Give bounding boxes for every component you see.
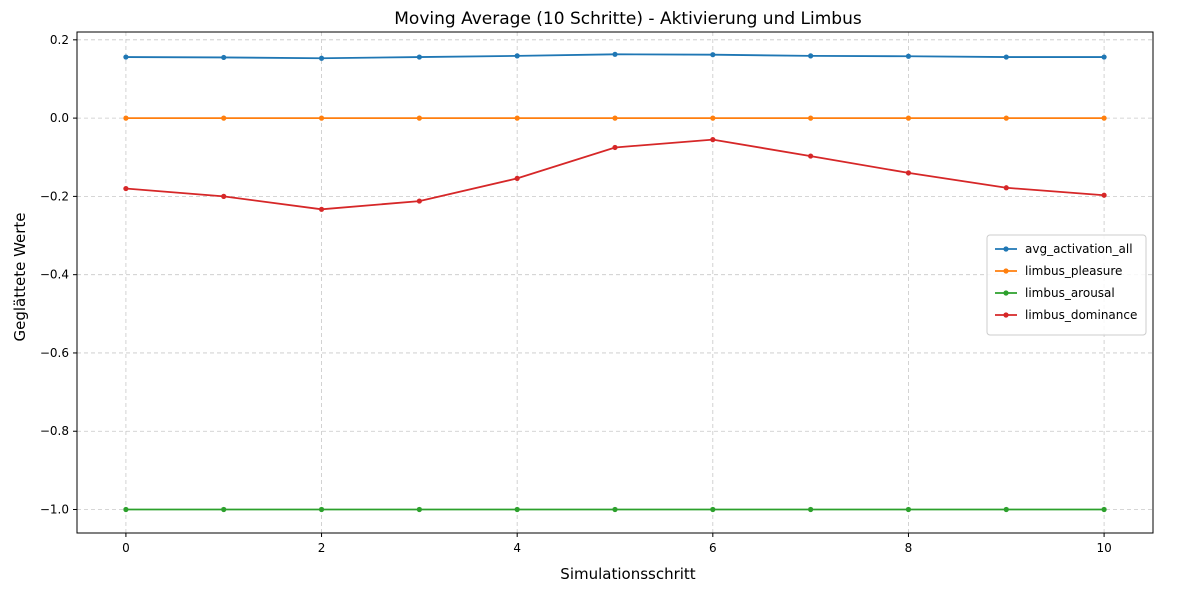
y-tick-label: −0.4 — [40, 268, 69, 282]
data-point-avg_activation_all — [514, 53, 520, 59]
legend-label: limbus_arousal — [1025, 286, 1115, 300]
x-tick-label: 2 — [318, 541, 326, 555]
data-point-limbus_dominance — [710, 137, 716, 143]
data-point-limbus_arousal — [514, 506, 520, 513]
series-line-limbus_dominance — [125, 138, 1105, 211]
legend-marker — [1003, 290, 1009, 296]
data-point-limbus_dominance — [1003, 185, 1009, 191]
legend-label: limbus_dominance — [1025, 308, 1137, 322]
plot-frame — [76, 31, 1154, 534]
x-tick-label: 6 — [709, 541, 717, 555]
chart-title: Moving Average (10 Schritte) - Aktivieru… — [394, 9, 862, 29]
data-point-limbus_pleasure — [1003, 115, 1009, 121]
data-point-limbus_arousal — [905, 506, 912, 513]
data-point-avg_activation_all — [905, 53, 912, 59]
legend-marker — [1003, 268, 1009, 274]
x-tick-label: 4 — [513, 541, 521, 555]
series-group — [123, 51, 1107, 513]
data-point-limbus_arousal — [1101, 506, 1107, 513]
data-point-limbus_pleasure — [514, 115, 520, 121]
data-point-limbus_arousal — [318, 506, 325, 513]
x-tick-label: 0 — [122, 541, 130, 555]
data-point-limbus_arousal — [416, 506, 422, 513]
y-tick-label: 0.0 — [50, 111, 69, 125]
x-axis-label: Simulationsschritt — [560, 565, 695, 583]
y-axis-label: Geglättete Werte — [11, 212, 29, 341]
data-point-limbus_dominance — [123, 185, 129, 192]
data-point-avg_activation_all — [221, 54, 227, 61]
x-tick-label: 10 — [1096, 541, 1111, 555]
data-point-limbus_pleasure — [808, 115, 814, 121]
legend-box — [986, 234, 1147, 336]
data-point-limbus_dominance — [612, 144, 618, 151]
legend-label: limbus_pleasure — [1025, 264, 1122, 278]
data-point-avg_activation_all — [416, 54, 422, 60]
data-point-limbus_pleasure — [612, 115, 618, 121]
data-point-avg_activation_all — [612, 51, 618, 57]
data-point-limbus_dominance — [808, 153, 814, 159]
data-point-limbus_arousal — [1003, 506, 1009, 513]
data-point-limbus_dominance — [318, 206, 325, 212]
data-point-limbus_pleasure — [710, 115, 716, 121]
y-tick-label: 0.2 — [50, 33, 69, 47]
x-tick-label: 8 — [905, 541, 913, 555]
data-point-limbus_arousal — [808, 506, 814, 513]
data-point-avg_activation_all — [710, 52, 716, 58]
data-point-limbus_pleasure — [318, 115, 325, 121]
data-point-limbus_pleasure — [905, 115, 912, 121]
data-point-limbus_dominance — [1101, 192, 1107, 198]
legend-label: avg_activation_all — [1025, 242, 1133, 256]
data-point-limbus_dominance — [221, 193, 227, 199]
data-point-limbus_pleasure — [123, 115, 129, 121]
data-point-avg_activation_all — [808, 53, 814, 59]
data-point-avg_activation_all — [318, 55, 325, 61]
y-tick-label: −0.2 — [40, 189, 69, 203]
data-point-limbus_pleasure — [221, 115, 227, 121]
data-point-avg_activation_all — [1101, 54, 1107, 60]
data-point-avg_activation_all — [1003, 54, 1009, 60]
legend: avg_activation_all limbus_pleasure limbus_… — [986, 234, 1147, 336]
y-tick-label: −0.6 — [40, 346, 69, 360]
data-point-limbus_pleasure — [416, 115, 422, 121]
data-point-limbus_arousal — [221, 506, 227, 513]
data-point-limbus_dominance — [416, 198, 422, 204]
data-point-limbus_arousal — [612, 506, 618, 513]
legend-marker — [1003, 246, 1009, 252]
y-tick-label: −0.8 — [40, 424, 69, 438]
data-point-limbus_dominance — [905, 170, 912, 176]
data-point-limbus_arousal — [123, 506, 129, 513]
y-tick-label: −1.0 — [40, 503, 69, 517]
data-point-limbus_pleasure — [1101, 115, 1107, 121]
data-point-limbus_dominance — [514, 175, 520, 181]
axis-ticks: 0 2 4 6 8 10 0.2 0.0 −0.2 −0.4 −0.6 −0.8 −1.0 — [40, 33, 1112, 555]
data-point-avg_activation_all — [123, 54, 129, 60]
legend-marker — [1003, 312, 1009, 318]
data-point-limbus_arousal — [710, 506, 716, 513]
